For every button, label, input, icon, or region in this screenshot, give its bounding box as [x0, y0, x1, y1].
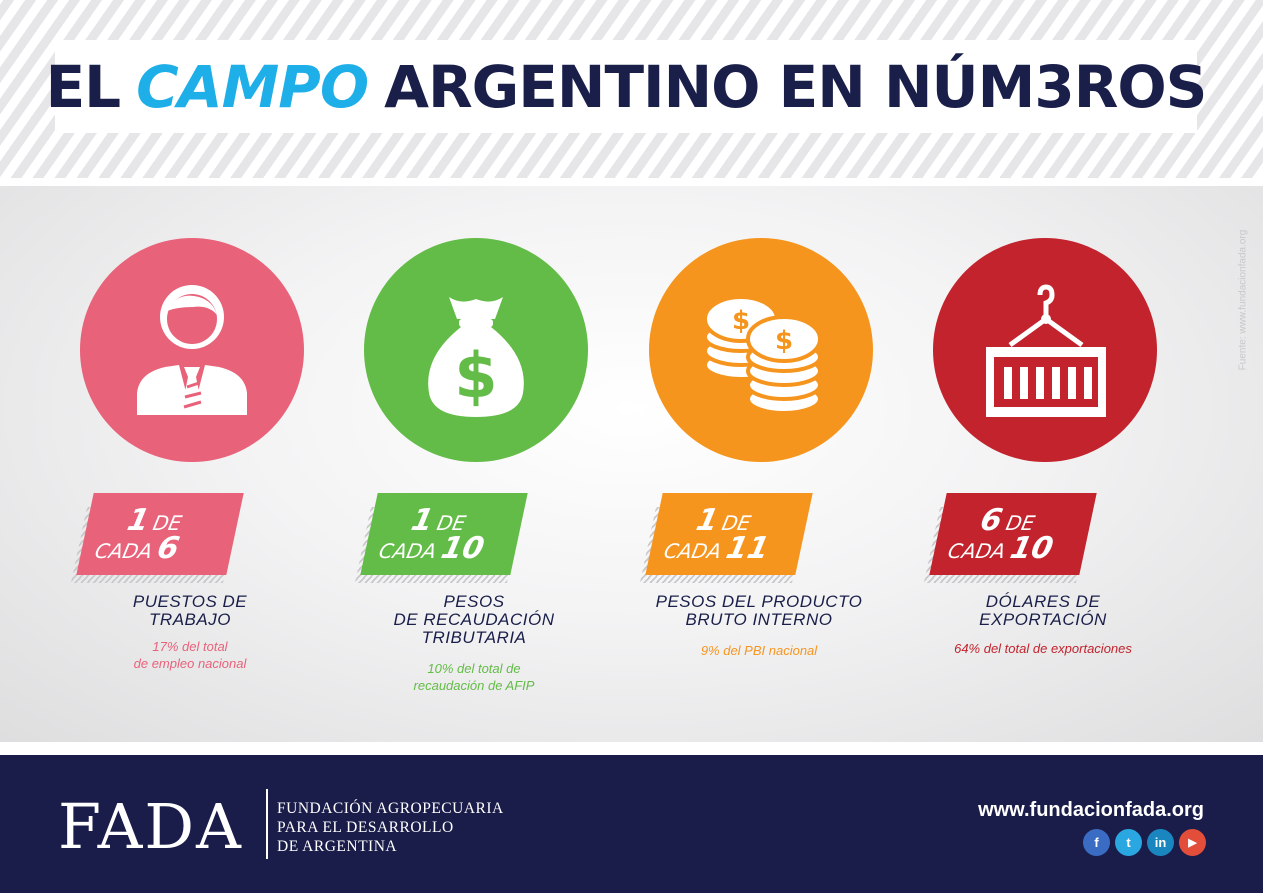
- label-line: TRABAJO: [149, 610, 231, 629]
- badge-num2: 10: [1007, 531, 1057, 566]
- badge-cada: CADA: [661, 539, 724, 563]
- stat-label: PUESTOS DE TRABAJO: [65, 593, 315, 629]
- foundation-name: FUNDACIÓN AGROPECUARIA PARA EL DESARROLL…: [277, 799, 504, 856]
- stat-label: PESOS DEL PRODUCTO BRUTO INTERNO: [634, 593, 884, 629]
- stat-label: PESOS DE RECAUDACIÓN TRIBUTARIA: [349, 593, 599, 647]
- note-line: 64% del total de exportaciones: [954, 641, 1132, 656]
- label-line: PESOS: [443, 592, 505, 611]
- source-note: Fuente: www.fundacionfada.org: [1237, 229, 1249, 371]
- social-links: f t in ▶: [1083, 829, 1206, 856]
- title-part1: EL: [45, 52, 122, 121]
- shipping-container-icon: [986, 284, 1106, 417]
- footer: FADA FUNDACIÓN AGROPECUARIA PARA EL DESA…: [0, 755, 1263, 893]
- label-line: TRIBUTARIA: [421, 628, 527, 647]
- label-line: DE RECAUDACIÓN: [393, 610, 555, 629]
- stat-badge: 1 DE CADA 10: [354, 493, 539, 583]
- twitter-icon[interactable]: t: [1115, 829, 1142, 856]
- stat-circle: [933, 238, 1157, 462]
- title-part2: ARGENTINO EN NÚM3ROS: [384, 52, 1207, 121]
- badge-face: 1 DE CADA 11: [645, 493, 813, 575]
- stat-label: DÓLARES DE EXPORTACIÓN: [918, 593, 1168, 629]
- label-line: BRUTO INTERNO: [685, 610, 833, 629]
- website-link[interactable]: www.fundacionfada.org: [978, 799, 1204, 821]
- stat-note: 10% del total de recaudación de AFIP: [349, 660, 599, 694]
- fada-logo: FADA: [58, 790, 243, 863]
- youtube-icon[interactable]: ▶: [1179, 829, 1206, 856]
- stat-badge: 1 DE CADA 6: [70, 493, 255, 583]
- badge-cada: CADA: [92, 539, 155, 563]
- stat-circle: $ $: [649, 238, 873, 462]
- badge-num2: 11: [723, 531, 773, 566]
- stat-note: 9% del PBI nacional: [634, 642, 884, 659]
- badge-cada: CADA: [376, 539, 439, 563]
- badge-face: 6 DE CADA 10: [929, 493, 1097, 575]
- title-accent: CAMPO: [136, 52, 369, 121]
- svg-text:$: $: [775, 326, 793, 356]
- foundation-name-line: PARA EL DESARROLLO: [277, 819, 454, 836]
- note-line: 9% del PBI nacional: [700, 643, 818, 658]
- money-bag-icon: $: [428, 297, 524, 417]
- badge-cada: CADA: [945, 539, 1008, 563]
- businessman-icon: [137, 285, 247, 415]
- stat-circle: [80, 238, 304, 462]
- label-line: PESOS DEL PRODUCTO: [655, 592, 863, 611]
- svg-text:$: $: [732, 306, 750, 336]
- stat-badge: 1 DE CADA 11: [639, 493, 824, 583]
- stat-note: 17% del total de empleo nacional: [65, 638, 315, 672]
- linkedin-icon[interactable]: in: [1147, 829, 1174, 856]
- coin-stacks-icon: $ $: [703, 295, 822, 415]
- stat-badge: 6 DE CADA 10: [923, 493, 1108, 583]
- note-line: de empleo nacional: [133, 656, 247, 671]
- svg-text:$: $: [454, 339, 497, 412]
- label-line: EXPORTACIÓN: [979, 610, 1107, 629]
- badge-num2: 10: [438, 531, 488, 566]
- badge-face: 1 DE CADA 6: [76, 493, 244, 575]
- stat-circle: $: [364, 238, 588, 462]
- foundation-name-line: DE ARGENTINA: [277, 838, 398, 855]
- badge-num2: 6: [154, 531, 183, 566]
- logo-divider: [266, 789, 268, 859]
- foundation-name-line: FUNDACIÓN AGROPECUARIA: [277, 800, 504, 817]
- label-line: PUESTOS DE: [132, 592, 248, 611]
- stat-note: 64% del total de exportaciones: [918, 640, 1168, 657]
- page-title: EL CAMPO ARGENTINO EN NÚM3ROS: [46, 40, 1207, 133]
- facebook-icon[interactable]: f: [1083, 829, 1110, 856]
- note-line: 10% del total de: [427, 661, 521, 676]
- label-line: DÓLARES DE: [985, 592, 1101, 611]
- note-line: 17% del total: [152, 639, 228, 654]
- badge-face: 1 DE CADA 10: [360, 493, 528, 575]
- note-line: recaudación de AFIP: [413, 678, 535, 693]
